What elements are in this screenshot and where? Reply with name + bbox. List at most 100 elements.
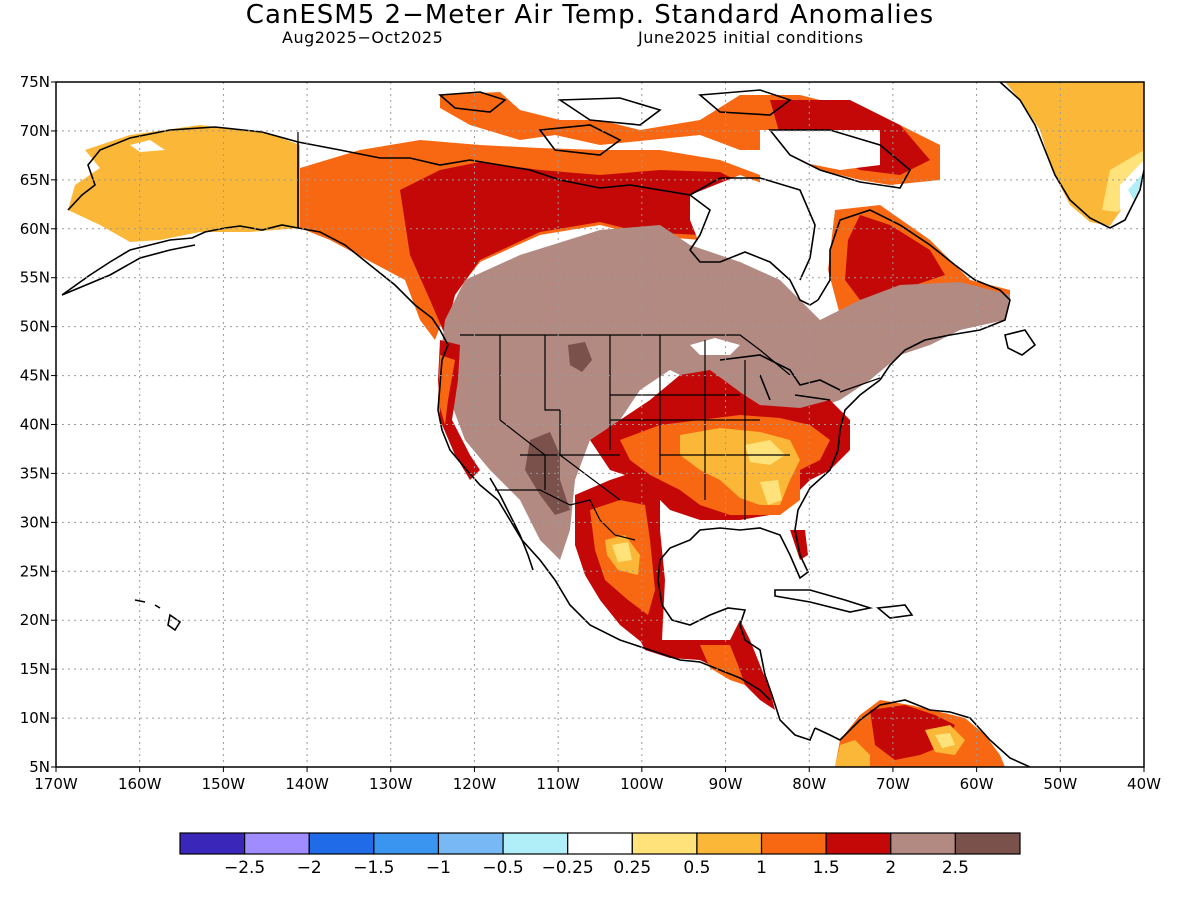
bc-coast <box>297 227 441 331</box>
colorbar-label: −0.5 <box>482 858 523 878</box>
interior-mauve <box>440 225 1010 560</box>
alaska-coast <box>61 126 299 296</box>
lon-label: 50W <box>1043 775 1077 793</box>
victoria-island <box>538 124 622 156</box>
lat-label: 50N <box>20 318 50 336</box>
lon-label: 40W <box>1127 775 1161 793</box>
lon-label: 140W <box>285 775 329 793</box>
greenland-coast <box>999 82 1144 229</box>
florida-red <box>790 530 808 560</box>
colorbar-swatch <box>437 832 504 855</box>
montana-brown <box>568 342 592 372</box>
colorbar-label: 1.5 <box>813 858 840 878</box>
lake-superior-white <box>690 338 740 355</box>
lat-label: 10N <box>20 709 50 727</box>
alaska-white-gap <box>130 140 165 152</box>
lat-label: 45N <box>20 367 50 385</box>
lat-label: 15N <box>20 660 50 678</box>
georgia-light <box>760 480 782 505</box>
lat-lon-grid <box>56 82 1144 767</box>
cuba <box>774 589 874 613</box>
baja <box>489 477 534 571</box>
latitude-labels: 5N 10N 15N 20N 25N 30N 35N 40N 45N 50N 55N 60N 65N 70… <box>20 73 50 776</box>
colorbar-labels: −2.5 −2 −1.5 −1 −0.5 −0.25 0.25 0.5 1 1.5 2 2.5 <box>224 858 969 878</box>
tennessee-light <box>745 440 785 465</box>
lat-label: 55N <box>20 269 50 287</box>
alaska-anomaly <box>68 125 300 242</box>
colorbar-label: 2.5 <box>942 858 969 878</box>
greenland-edge-cyan <box>1128 172 1144 200</box>
lon-label: 100W <box>620 775 664 793</box>
labrador-coast <box>817 209 1011 381</box>
anomaly-fields <box>68 82 1144 767</box>
hawaii <box>134 599 182 632</box>
lon-label: 110W <box>536 775 580 793</box>
south-america-coast <box>814 699 1031 767</box>
lat-label: 5N <box>29 758 50 776</box>
greenland-edge-light <box>1102 150 1144 212</box>
lon-label: 130W <box>369 775 413 793</box>
great-lakes <box>719 354 841 401</box>
longitude-labels: 170W 160W 150W 140W 130W 120W 110W 100W 90W 80W 70… <box>34 775 1161 793</box>
arctic-island-3 <box>698 89 792 116</box>
lon-label: 150W <box>202 775 246 793</box>
forecast-period: Aug2025−Oct2025 <box>282 28 444 47</box>
colorbar-swatch <box>890 832 956 855</box>
colorbar-label: 0.25 <box>613 858 651 878</box>
canada-arctic-coast <box>297 141 819 306</box>
canada-red-band <box>400 162 745 335</box>
colorbar-label: −0.25 <box>542 858 594 878</box>
colorbar-swatch <box>244 832 310 855</box>
lon-label: 70W <box>876 775 910 793</box>
venezuela-light <box>935 733 955 748</box>
coastlines-and-borders <box>61 82 1144 767</box>
colorbar <box>179 832 1021 855</box>
us-west-coast <box>437 329 771 701</box>
lat-label: 35N <box>20 464 50 482</box>
colorbar-label: −1 <box>426 858 451 878</box>
lat-label: 60N <box>20 220 50 238</box>
colorbar-label: 1 <box>756 858 767 878</box>
quebec-white-gap <box>690 175 800 280</box>
newfoundland <box>1004 329 1037 356</box>
baffin-island <box>768 129 912 189</box>
lon-label: 90W <box>709 775 743 793</box>
lat-label: 25N <box>20 562 50 580</box>
lat-label: 75N <box>20 73 50 91</box>
lat-label: 30N <box>20 513 50 531</box>
central-america-red <box>640 620 775 710</box>
arizona-brown <box>525 432 570 515</box>
us-east-coast <box>657 379 881 741</box>
lon-label: 80W <box>792 775 826 793</box>
mexico-light <box>612 542 632 562</box>
colorbar-swatch <box>308 832 375 855</box>
colorbar-swatch <box>373 832 440 855</box>
colorbar-swatch <box>631 832 698 855</box>
hudson-bay-coast <box>689 177 816 281</box>
lat-label: 40N <box>20 416 50 434</box>
colorbar-label: 0.5 <box>683 858 710 878</box>
colorbar-label: −2 <box>297 858 322 878</box>
greenland-edge-white <box>1120 160 1144 210</box>
labrador-red <box>845 215 945 300</box>
us-state-lines <box>499 335 790 520</box>
arctic-island-1 <box>438 91 507 113</box>
lat-label: 70N <box>20 122 50 140</box>
lon-label: 120W <box>453 775 497 793</box>
colorbar-label: 2 <box>885 858 896 878</box>
colorbar-label: −2.5 <box>224 858 265 878</box>
us-canada-border <box>460 334 881 393</box>
initial-conditions: June2025 initial conditions <box>638 28 864 47</box>
arctic-white-gap <box>760 130 880 170</box>
us-mexico-border <box>495 489 636 541</box>
political-borders <box>297 132 881 541</box>
arctic-island-2 <box>557 97 662 126</box>
colorbar-label: −1.5 <box>353 858 394 878</box>
colorbar-swatch <box>502 832 569 855</box>
colorbar-swatch <box>825 832 892 855</box>
south-america-yellow <box>835 740 870 767</box>
colorbar-swatch <box>567 832 633 855</box>
colorbar-swatch <box>954 832 1021 855</box>
lat-label: 65N <box>20 171 50 189</box>
